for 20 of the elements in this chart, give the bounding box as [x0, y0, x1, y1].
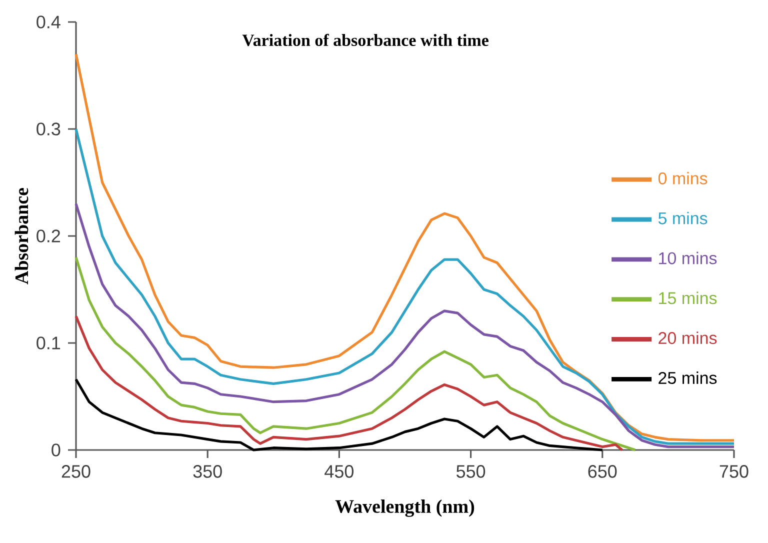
text: Variation of absorbance with time [242, 34, 488, 46]
x-tick-label: 450 [324, 465, 354, 478]
legend-label: 0 mins [658, 172, 708, 184]
legend-label: 25 mins [658, 372, 717, 384]
y-axis-title: Absorbance [14, 188, 28, 284]
y-tick-label: 0.4 [36, 16, 60, 28]
x-tick-label: 250 [62, 465, 90, 478]
y-tick-label: 0.2 [36, 230, 60, 242]
legend-label: 5 mins [658, 212, 708, 224]
x-tick-label: 550 [456, 465, 486, 478]
x-tick-label: 750 [720, 465, 748, 478]
y-tick-label: 0 [52, 444, 60, 456]
legend-label: 15 mins [659, 292, 717, 304]
x-axis-title: Wavelength (nm) [335, 500, 474, 517]
y-tick-label: 0.1 [36, 336, 60, 350]
x-tick-label: 350 [193, 465, 222, 478]
y-tick-label: 0.3 [36, 122, 60, 136]
legend-label: 20 mins [658, 332, 717, 344]
legend-label: 10 mins [659, 252, 717, 264]
x-tick-label: 650 [588, 465, 617, 478]
